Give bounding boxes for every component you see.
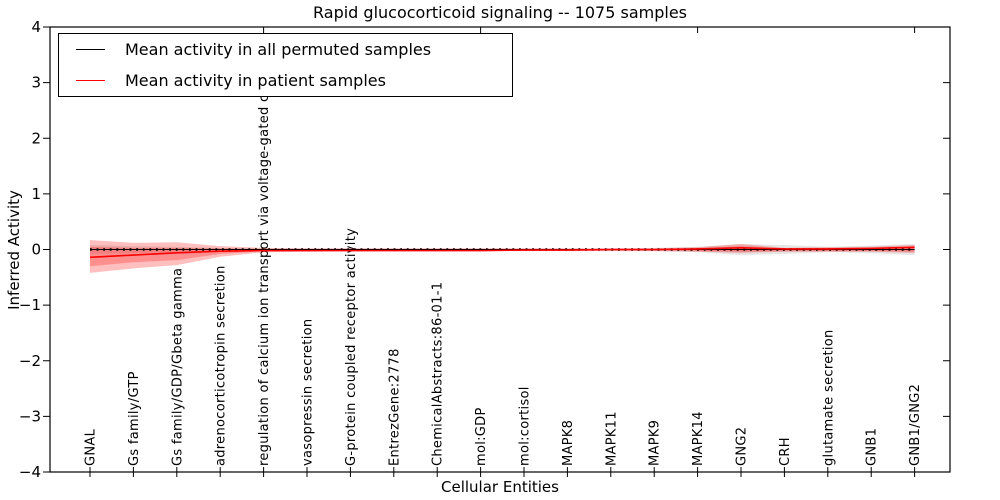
x-tick-label: mol:cortisol [518,386,533,466]
y-tick-label: −4 [19,463,41,481]
y-tick-label: 1 [31,185,41,203]
x-tick-label: GNAL [84,428,99,466]
y-tick-label: 4 [31,18,41,36]
y-tick-label: 3 [31,74,41,92]
x-tick-label: vasopressin secretion [301,319,316,466]
x-tick-label: GNG2 [735,427,750,466]
x-tick-label: Gs family/GTP [127,371,142,466]
x-tick-label: Gs family/GDP/Gbeta gamma [170,268,185,466]
black-line-icon [76,49,105,50]
x-tick-label: CRH [778,437,793,466]
x-tick-label: EntrezGene:2778 [387,348,402,466]
x-tick-label: MAPK8 [561,420,576,466]
x-tick-label: glutamate secretion [821,329,836,466]
x-tick-label: MAPK9 [648,420,663,466]
x-tick-label: mol:GDP [474,407,489,466]
y-tick-label: −3 [19,407,41,425]
series-line-patient [89,246,915,259]
y-tick-label: 0 [31,241,41,259]
band-patient-samples-range-inner [90,246,915,267]
y-axis-label: Inferred Activity [5,190,23,310]
red-line-icon [76,80,105,81]
legend: Mean activity in all permuted samples Me… [58,33,513,97]
y-tick-label: 2 [31,129,41,147]
legend-item-permuted: Mean activity in all permuted samples [59,34,512,65]
y-tick-label: −1 [19,296,41,314]
x-tick-label: ChemicalAbstracts:86-01-1 [431,282,446,466]
x-tick-label: MAPK11 [604,411,619,466]
y-tick-label: −2 [19,352,41,370]
legend-item-patient: Mean activity in patient samples [59,65,512,96]
chart-title: Rapid glucocorticoid signaling -- 1075 s… [313,3,687,22]
x-tick-label: GNB1/GNG2 [908,384,923,466]
legend-label-patient: Mean activity in patient samples [125,71,386,90]
legend-label-permuted: Mean activity in all permuted samples [125,40,432,59]
x-axis-label: Cellular Entities [441,478,559,496]
x-tick-label: MAPK14 [691,411,706,466]
x-tick-label: GNB1 [865,428,880,466]
x-tick-label: regulation of calcium ion transport via … [257,48,272,466]
x-tick-label: G-protein coupled receptor activity [344,228,359,466]
x-tick-label: adrenocorticotropin secretion [214,265,229,466]
